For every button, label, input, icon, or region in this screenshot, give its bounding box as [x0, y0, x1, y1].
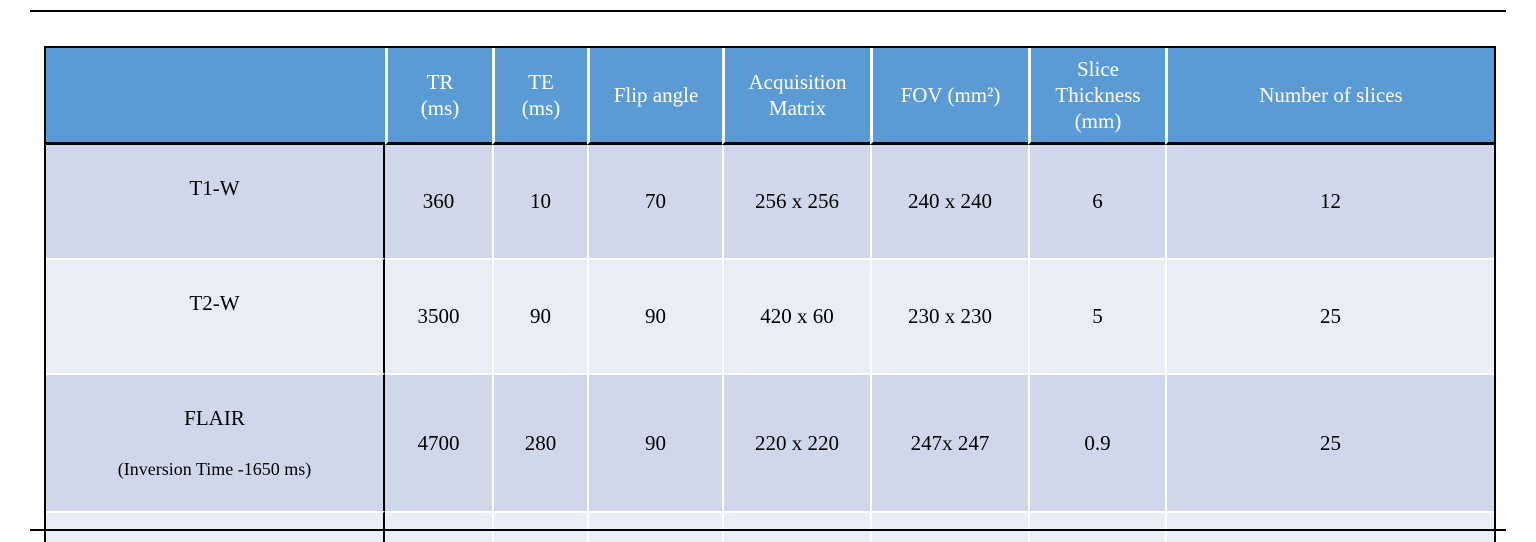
- table-row-post-contrast-t1w: Post-contrast T1-W 700 25 90 280 x 278 2…: [46, 510, 1494, 542]
- cell-tr: 4700: [385, 373, 492, 511]
- header-tr-ms: TR (ms): [385, 48, 492, 145]
- cell-number-of-slices: 25: [1165, 258, 1494, 373]
- cell-flip-angle: 90: [587, 510, 722, 542]
- cell-sequence: T1-W: [46, 145, 385, 258]
- mri-parameters-table: TR (ms) TE (ms) Flip angle Acquisition M…: [44, 46, 1496, 542]
- cell-slice-thickness: 3: [1028, 510, 1165, 542]
- cell-fov: 250 x 250: [870, 510, 1028, 542]
- table-row-flair: FLAIR (Inversion Time -1650 ms) 4700 280…: [46, 373, 1494, 511]
- cell-tr: 700: [385, 510, 492, 542]
- table-header: TR (ms) TE (ms) Flip angle Acquisition M…: [46, 48, 1494, 145]
- header-acquisition-matrix: Acquisition Matrix: [722, 48, 870, 145]
- cell-flip-angle: 70: [587, 145, 722, 258]
- sequence-name: T1-W: [189, 176, 240, 201]
- table-body: T1-W 360 10 70 256 x 256 240 x 240 6 12 …: [46, 145, 1494, 542]
- table-row-t2w: T2-W 3500 90 90 420 x 60 230 x 230 5 25: [46, 258, 1494, 373]
- cell-slice-thickness: 5: [1028, 258, 1165, 373]
- cell-number-of-slices: 25: [1165, 510, 1494, 542]
- top-rule: [30, 10, 1506, 12]
- cell-tr: 360: [385, 145, 492, 258]
- table-row-t1w: T1-W 360 10 70 256 x 256 240 x 240 6 12: [46, 145, 1494, 258]
- cell-fov: 230 x 230: [870, 258, 1028, 373]
- cell-sequence: FLAIR (Inversion Time -1650 ms): [46, 373, 385, 511]
- header-number-of-slices: Number of slices: [1165, 48, 1494, 145]
- cell-slice-thickness: 0.9: [1028, 373, 1165, 511]
- cell-tr: 3500: [385, 258, 492, 373]
- bottom-rule: [30, 529, 1506, 531]
- header-fov: FOV (mm²): [870, 48, 1028, 145]
- cell-acquisition-matrix: 420 x 60: [722, 258, 870, 373]
- cell-acquisition-matrix: 220 x 220: [722, 373, 870, 511]
- cell-fov: 240 x 240: [870, 145, 1028, 258]
- cell-number-of-slices: 25: [1165, 373, 1494, 511]
- sequence-subtext: (Inversion Time -1650 ms): [117, 458, 312, 479]
- header-flip-angle: Flip angle: [587, 48, 722, 145]
- cell-acquisition-matrix: 280 x 278: [722, 510, 870, 542]
- cell-slice-thickness: 6: [1028, 145, 1165, 258]
- sequence-name: FLAIR: [184, 406, 245, 431]
- cell-te: 10: [492, 145, 587, 258]
- cell-te: 280: [492, 373, 587, 511]
- cell-te: 90: [492, 258, 587, 373]
- sequence-name: T2-W: [189, 291, 240, 316]
- cell-acquisition-matrix: 256 x 256: [722, 145, 870, 258]
- cell-flip-angle: 90: [587, 258, 722, 373]
- header-slice-thickness: Slice Thickness (mm): [1028, 48, 1165, 145]
- cell-number-of-slices: 12: [1165, 145, 1494, 258]
- cell-te: 25: [492, 510, 587, 542]
- cell-sequence: T2-W: [46, 258, 385, 373]
- header-row: TR (ms) TE (ms) Flip angle Acquisition M…: [46, 48, 1494, 145]
- header-te-ms: TE (ms): [492, 48, 587, 145]
- cell-flip-angle: 90: [587, 373, 722, 511]
- cell-sequence: Post-contrast T1-W: [46, 510, 385, 542]
- header-sequence-empty: [46, 48, 385, 145]
- cell-fov: 247x 247: [870, 373, 1028, 511]
